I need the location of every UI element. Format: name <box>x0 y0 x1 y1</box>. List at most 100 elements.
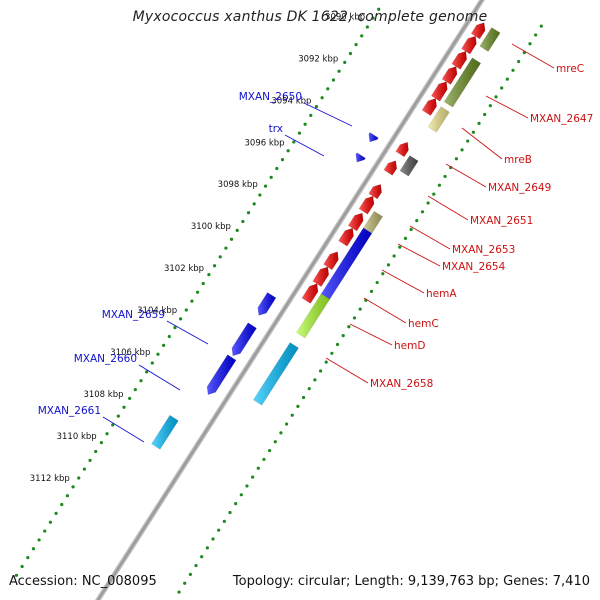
scale-dot <box>207 272 211 277</box>
scale-dot <box>324 360 328 364</box>
scale-dot <box>195 290 200 294</box>
scale-dot <box>239 493 243 497</box>
backbone <box>95 0 485 600</box>
scale-dot <box>477 121 481 125</box>
gene-label[interactable]: MXAN_2659 <box>102 309 165 321</box>
scale-dot <box>369 289 374 293</box>
scale-dot <box>246 211 251 215</box>
gene-label[interactable]: MXAN_2651 <box>470 215 533 227</box>
gene-label[interactable]: hemC <box>408 318 439 330</box>
scale-dot <box>314 104 319 109</box>
scale-dot <box>145 370 149 374</box>
scale-dot <box>318 369 323 373</box>
scale-dot <box>256 466 260 470</box>
scale-dot <box>494 95 498 99</box>
gene-label[interactable]: MXAN_2647 <box>530 113 593 125</box>
gene-feature-shading <box>320 228 372 301</box>
scale-dot <box>60 502 64 507</box>
scale-dot <box>371 16 375 20</box>
scale-dot <box>217 528 221 532</box>
scale-dot <box>116 414 120 418</box>
scale-dot <box>241 219 245 224</box>
scale-dot <box>460 148 464 152</box>
gene-label[interactable]: MXAN_2654 <box>442 261 506 273</box>
leader-line <box>461 127 503 160</box>
gene-feature-shading <box>422 98 437 116</box>
scale-dot <box>156 352 160 356</box>
gene-feature-shading <box>312 267 329 287</box>
gene-label[interactable]: trx <box>269 123 283 135</box>
leader-line <box>427 195 469 221</box>
scale-dot <box>488 104 492 108</box>
gene-feature-shading <box>363 211 383 234</box>
scale-tick-label: 3102 kbp <box>164 264 204 274</box>
scale-dot <box>122 405 126 409</box>
gene-label[interactable]: MXAN_2650 <box>239 91 302 103</box>
scale-dot <box>269 175 273 179</box>
scale-dot <box>71 485 75 489</box>
gene-label[interactable]: mreC <box>556 63 584 75</box>
scale-tick-label: 3098 kbp <box>218 180 258 190</box>
leader-line <box>102 416 145 443</box>
scale-dot <box>539 24 543 28</box>
gene-feature-shading <box>400 155 419 177</box>
scale-dot <box>88 458 92 462</box>
gene-label[interactable]: MXAN_2649 <box>488 182 551 194</box>
scale-dot <box>330 351 334 355</box>
scale-dot <box>228 510 232 515</box>
gene-label[interactable]: hemD <box>394 340 425 352</box>
scale-dot <box>65 494 70 498</box>
scale-dot <box>273 440 277 444</box>
scale-dot <box>82 467 86 471</box>
scale-tick-label: 3096 kbp <box>245 138 285 148</box>
scale-dot <box>420 210 425 214</box>
scale-dot <box>139 379 143 383</box>
gene-label[interactable]: MXAN_2661 <box>38 405 101 417</box>
leader-line <box>485 95 529 119</box>
scale-dot <box>377 7 381 11</box>
scale-dot <box>352 316 357 320</box>
gene-label[interactable]: hemA <box>426 288 457 300</box>
scale-dot <box>224 246 228 250</box>
scale-dot <box>54 511 58 515</box>
gene-label[interactable]: MXAN_2660 <box>74 353 137 365</box>
gene-feature-shading <box>348 213 364 231</box>
scale-dot <box>511 68 515 72</box>
scale-tick-label: 3100 kbp <box>191 222 231 232</box>
scale-tick-label: 3104 kbp <box>137 306 177 316</box>
scale-dot <box>454 157 458 161</box>
scale-dot <box>183 581 187 585</box>
scale-dot <box>268 448 272 453</box>
gene-feature-shading <box>368 184 382 199</box>
scale-dot <box>348 51 353 56</box>
leader-line <box>397 243 441 267</box>
scale-dot <box>358 307 362 311</box>
gene-label[interactable]: MXAN_2658 <box>370 378 433 390</box>
scale-dot <box>31 547 36 551</box>
scale-dot <box>234 502 238 506</box>
scale-dot <box>280 158 285 162</box>
scale-dot <box>200 555 204 559</box>
scale-dot <box>37 538 41 542</box>
scale-dot <box>466 139 470 143</box>
scale-tick-label: 3092 kbp <box>298 54 338 64</box>
scale-dot <box>437 183 442 187</box>
scale-dot <box>307 387 311 391</box>
scale-dot <box>309 113 313 118</box>
scale-dot <box>517 59 521 64</box>
gene-feature-shading <box>442 66 457 85</box>
scale-dot <box>150 361 154 365</box>
scale-dot <box>471 130 475 134</box>
gene-feature-shading <box>296 293 330 338</box>
scale-dot <box>426 201 430 205</box>
scale-dot <box>403 236 408 240</box>
scale-dot <box>297 131 302 135</box>
scale-dot <box>483 112 487 117</box>
gene-label[interactable]: MXAN_2653 <box>452 244 515 256</box>
scale-dot <box>251 475 255 479</box>
scale-dot <box>326 87 330 91</box>
gene-feature-shading <box>231 322 257 356</box>
gene-label[interactable]: mreB <box>504 154 532 166</box>
scale-tick-label: 3094 kbp <box>271 96 311 106</box>
leader-line <box>284 134 325 157</box>
